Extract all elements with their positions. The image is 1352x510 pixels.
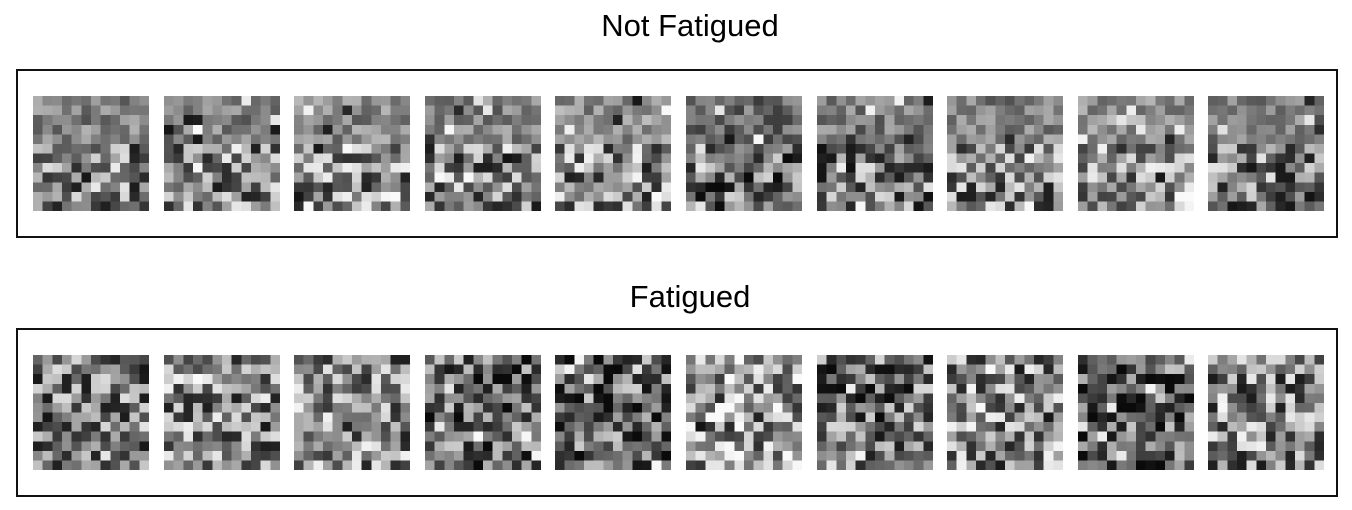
noise-tile (164, 96, 280, 211)
group-box-not-fatigued (16, 69, 1338, 238)
noise-tile (1078, 355, 1194, 470)
noise-tile (555, 96, 671, 211)
tile-row-not-fatigued (33, 96, 1324, 211)
noise-tile (686, 96, 802, 211)
noise-tile (33, 96, 149, 211)
group-box-fatigued (16, 328, 1338, 497)
noise-tile (947, 96, 1063, 211)
noise-tile (686, 355, 802, 470)
noise-tile (1208, 96, 1324, 211)
noise-tile (817, 355, 933, 470)
noise-tile (294, 96, 410, 211)
noise-tile (1208, 355, 1324, 470)
group-title-fatigued: Fatigued (629, 279, 751, 314)
noise-tile (425, 355, 541, 470)
noise-tile (817, 96, 933, 211)
group-title-not-fatigued: Not Fatigued (601, 8, 779, 43)
noise-tile (294, 355, 410, 470)
tile-row-fatigued (33, 355, 1324, 470)
noise-tile (164, 355, 280, 470)
noise-tile (555, 355, 671, 470)
noise-tile (33, 355, 149, 470)
noise-tile (947, 355, 1063, 470)
noise-tile (1078, 96, 1194, 211)
noise-tile (425, 96, 541, 211)
